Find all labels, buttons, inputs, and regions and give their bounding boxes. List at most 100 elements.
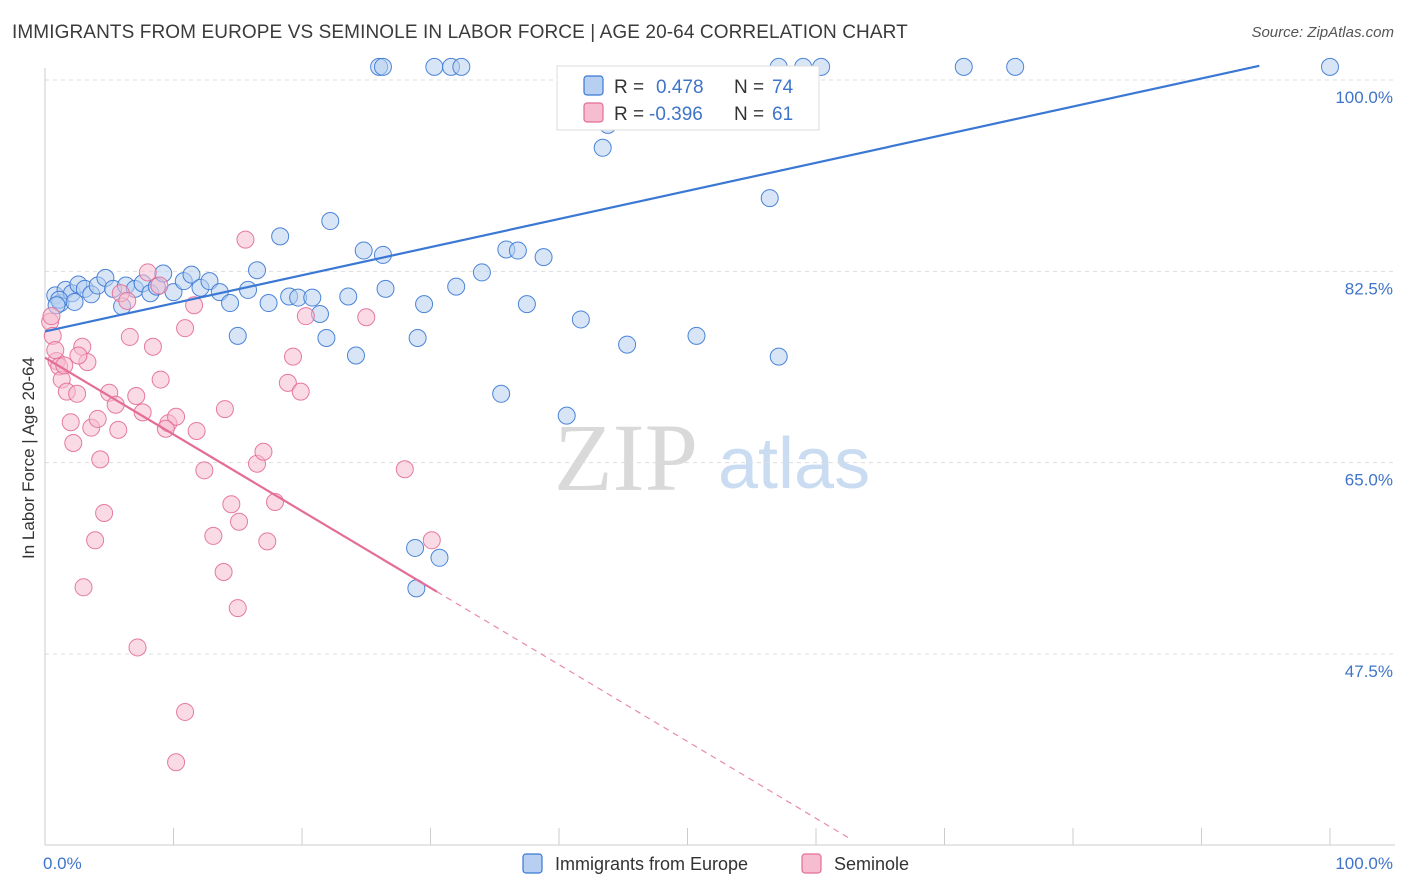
europe-point-54 [687, 326, 706, 345]
y-tick-label-1: 82.5% [1345, 279, 1393, 298]
europe-point-31 [303, 288, 322, 307]
europe-point-70 [769, 347, 788, 366]
europe-point-41 [415, 295, 434, 314]
seminole-point-47 [422, 531, 441, 550]
seminole-point-49 [46, 341, 65, 360]
seminole-point-7 [64, 433, 83, 452]
seminole-point-44 [228, 599, 247, 618]
seminole-point-31 [230, 512, 249, 531]
seminole-point-46 [395, 460, 414, 479]
europe-point-33 [317, 329, 336, 348]
chart-title: IMMIGRANTS FROM EUROPE VS SEMINOLE IN LA… [12, 22, 908, 43]
seminole-points [41, 230, 441, 772]
europe-point-39 [376, 279, 395, 298]
y-tick-label-3: 47.5% [1345, 662, 1393, 681]
x-tick-label-0: 0.0% [43, 854, 82, 873]
europe-point-21 [200, 272, 219, 291]
europe-point-53 [618, 335, 637, 354]
europe-point-60 [1006, 57, 1025, 76]
seminole-point-42 [176, 702, 195, 721]
europe-point-23 [221, 294, 240, 313]
x-tick-label-1: 100.0% [1335, 854, 1393, 873]
seminole-point-60 [254, 442, 273, 461]
europe-n-label: N = [734, 77, 764, 98]
seminole-point-56 [150, 276, 169, 295]
europe-point-24 [228, 326, 247, 345]
europe-swatch [583, 75, 604, 96]
europe-point-49 [557, 406, 576, 425]
europe-point-27 [259, 294, 278, 313]
seminole-point-6 [61, 413, 80, 432]
europe-point-42 [447, 277, 466, 296]
europe-point-28 [271, 227, 290, 246]
europe-point-66 [373, 57, 392, 76]
tick-labels: 100.0% 82.5% 65.0% 47.5% 0.0% 100.0% [43, 88, 1393, 873]
watermark: ZIP atlas [554, 404, 870, 511]
y-axis-title: In Labor Force | Age 20-64 [19, 357, 38, 559]
legend-seminole-label: Seminole [834, 854, 909, 874]
seminole-point-51 [69, 346, 88, 365]
europe-point-35 [339, 287, 358, 306]
seminole-point-43 [167, 753, 186, 772]
seminole-point-13 [91, 450, 110, 469]
seminole-swatch [583, 102, 604, 123]
seminole-point-53 [109, 420, 128, 439]
watermark-atlas: atlas [718, 424, 870, 504]
seminole-point-18 [118, 291, 137, 310]
europe-point-48 [534, 248, 553, 267]
seminole-point-24 [167, 407, 186, 426]
europe-trend-line [44, 64, 1260, 333]
legend: Immigrants from Europe Seminole [522, 853, 909, 874]
europe-point-34 [321, 212, 340, 231]
europe-point-55 [760, 189, 779, 208]
seminole-point-28 [204, 526, 223, 545]
europe-point-43 [472, 263, 491, 282]
seminole-point-30 [222, 495, 241, 514]
seminole-trend-extension [436, 591, 853, 841]
europe-point-50 [571, 310, 590, 329]
seminole-point-48 [42, 307, 61, 326]
europe-point-51 [593, 138, 612, 157]
gridlines [45, 79, 1395, 655]
seminole-point-20 [133, 403, 152, 422]
europe-r-value: 0.478 [656, 77, 704, 98]
stats-box: R = 0.478 N = 74 R = -0.396 N = 61 [556, 65, 820, 131]
europe-point-19 [182, 265, 201, 284]
seminole-point-38 [291, 382, 310, 401]
seminole-point-21 [143, 337, 162, 356]
europe-point-69 [452, 57, 471, 76]
europe-points [46, 57, 1339, 598]
seminole-point-25 [176, 319, 195, 338]
seminole-point-19 [127, 386, 146, 405]
europe-point-73 [65, 292, 84, 311]
europe-point-46 [508, 241, 527, 260]
seminole-point-36 [278, 373, 297, 392]
legend-europe-swatch [522, 853, 543, 874]
seminole-point-39 [296, 307, 315, 326]
europe-point-62 [406, 538, 425, 557]
seminole-point-34 [258, 532, 277, 551]
europe-point-26 [248, 261, 267, 280]
seminole-point-37 [284, 347, 303, 366]
seminole-n-value: 61 [772, 104, 793, 125]
seminole-point-45 [357, 308, 376, 327]
seminole-point-59 [215, 400, 234, 419]
seminole-trend-line [44, 356, 438, 593]
seminole-point-52 [88, 409, 107, 428]
seminole-r-value: -0.396 [649, 104, 703, 125]
europe-point-36 [346, 346, 365, 365]
axes [44, 68, 1395, 846]
watermark-zip: ZIP [554, 404, 698, 511]
seminole-point-32 [236, 230, 255, 249]
europe-point-59 [954, 57, 973, 76]
europe-point-25 [239, 280, 258, 299]
europe-point-63 [430, 548, 449, 567]
source-credit: Source: ZipAtlas.com [1251, 24, 1394, 41]
europe-n-value: 74 [772, 77, 794, 98]
europe-point-61 [1321, 57, 1339, 76]
seminole-r-label: R = [614, 104, 644, 125]
seminole-point-27 [195, 461, 214, 480]
y-tick-label-2: 65.0% [1345, 471, 1393, 490]
seminole-point-54 [120, 327, 139, 346]
y-tick-label-0: 100.0% [1335, 88, 1393, 107]
